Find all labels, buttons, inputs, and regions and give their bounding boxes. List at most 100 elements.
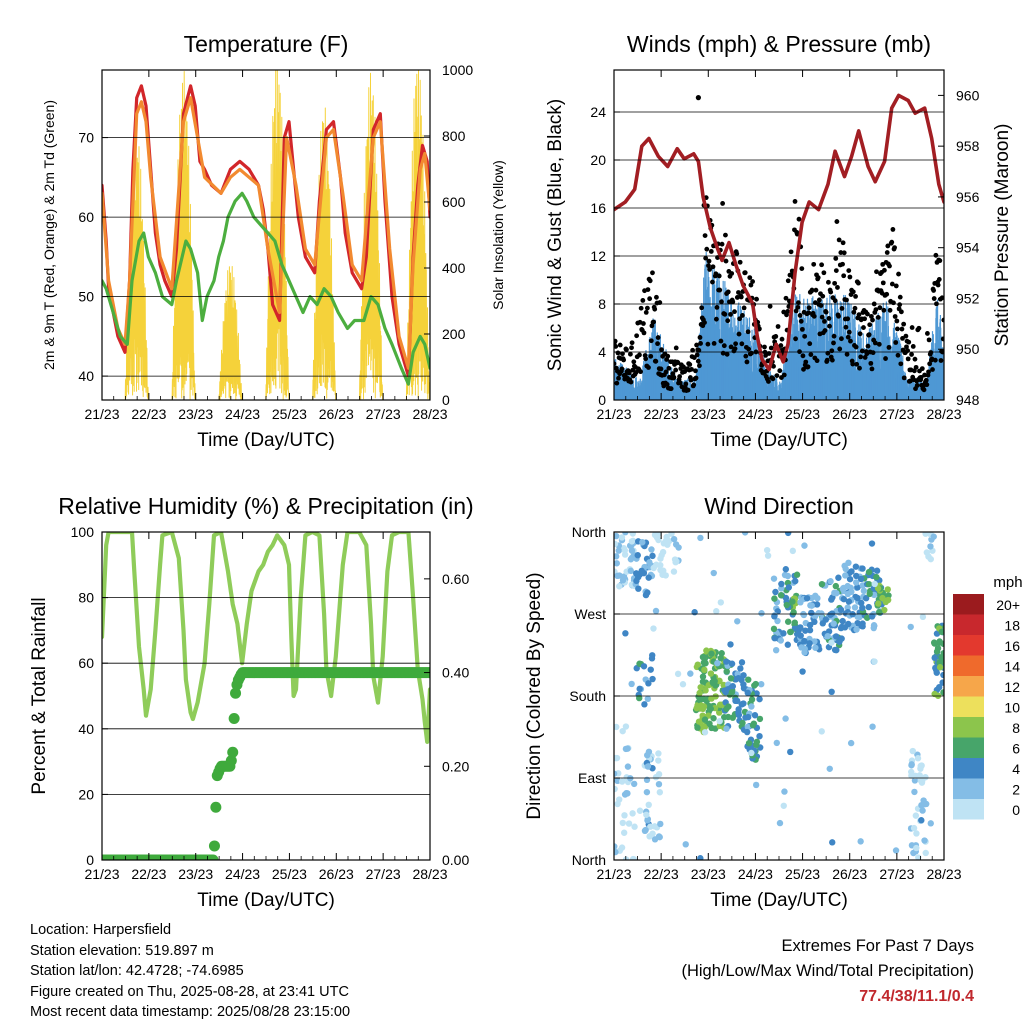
gust-point xyxy=(928,350,934,355)
gust-point xyxy=(926,337,932,343)
gust-point xyxy=(813,287,819,293)
legend-swatch xyxy=(953,594,984,615)
gust-point xyxy=(853,344,859,350)
direction-point xyxy=(831,589,838,597)
gust-point xyxy=(693,368,698,374)
direction-point xyxy=(908,762,915,769)
direction-point xyxy=(871,658,878,665)
gust-point xyxy=(629,345,634,351)
direction-point xyxy=(693,704,700,712)
gust-point xyxy=(637,352,642,358)
direction-point xyxy=(785,584,793,591)
gust-point xyxy=(703,255,709,261)
direction-point xyxy=(668,532,675,537)
gust-point xyxy=(728,344,734,350)
direction-point xyxy=(812,644,819,651)
plot-frame xyxy=(101,69,431,401)
x-tick-label: 22/23 xyxy=(644,406,679,422)
gust-point xyxy=(819,262,825,268)
direction-point xyxy=(930,533,937,540)
direction-point xyxy=(777,592,785,599)
y-tick-label: 20 xyxy=(78,786,94,802)
y-tick-label: 20 xyxy=(590,152,606,168)
direction-point xyxy=(621,812,628,819)
series-pressure xyxy=(614,93,944,372)
direction-point xyxy=(616,583,623,590)
gust-point xyxy=(713,271,719,277)
gust-point xyxy=(896,271,901,277)
gust-point xyxy=(653,358,659,364)
direction-point xyxy=(720,681,727,689)
gust-point xyxy=(747,275,753,281)
gust-point xyxy=(643,356,649,362)
x-tick-label: 26/23 xyxy=(319,406,354,422)
legend-label: 0 xyxy=(1012,802,1020,818)
gust-point xyxy=(646,365,651,370)
gust-point xyxy=(885,243,891,249)
direction-point xyxy=(870,624,877,632)
direction-point xyxy=(831,646,839,654)
direction-point xyxy=(748,696,756,703)
gust-point xyxy=(806,310,812,316)
gust-point xyxy=(725,289,731,295)
direction-point xyxy=(717,655,724,662)
direction-point xyxy=(845,620,852,628)
direction-point xyxy=(695,718,703,725)
gust-point xyxy=(887,263,892,269)
x-tick-label: 28/23 xyxy=(926,406,961,422)
direction-point xyxy=(643,788,651,796)
y-tick-label: 60 xyxy=(78,209,94,225)
direction-point xyxy=(771,635,778,642)
direction-point xyxy=(744,689,751,697)
x-tick-label: 25/23 xyxy=(785,866,820,882)
y2-tick-label: 954 xyxy=(956,240,980,256)
gust-point xyxy=(710,279,715,285)
direction-point xyxy=(758,610,765,617)
direction-point xyxy=(744,713,752,721)
direction-point xyxy=(802,627,809,634)
gust-point xyxy=(936,277,942,282)
x-tick-label: 24/23 xyxy=(225,866,260,882)
gust-point xyxy=(694,342,699,348)
direction-point xyxy=(744,723,752,731)
gust-point xyxy=(673,345,679,351)
x-tick-label: 23/23 xyxy=(178,406,213,422)
direction-point xyxy=(701,729,709,736)
gust-point xyxy=(809,287,815,293)
direction-point xyxy=(701,666,708,674)
series-precip xyxy=(102,667,430,860)
gust-point xyxy=(689,366,694,372)
gust-point xyxy=(846,268,852,273)
direction-point xyxy=(938,628,944,636)
direction-point xyxy=(614,770,618,777)
direction-point xyxy=(787,628,794,636)
latest-timestamp: Most recent data timestamp: 2025/08/28 2… xyxy=(30,1004,351,1020)
direction-point xyxy=(772,646,780,654)
direction-point xyxy=(624,745,631,752)
gust-point xyxy=(821,270,827,276)
gust-point xyxy=(664,382,670,387)
direction-point xyxy=(919,807,926,814)
x-tick-label: 27/23 xyxy=(366,406,401,422)
extremes-panel: Extremes For Past 7 Days (High/Low/Max W… xyxy=(681,934,974,1009)
gust-point xyxy=(826,279,831,285)
gust-point xyxy=(699,305,705,311)
gust-point xyxy=(875,314,881,320)
direction-point xyxy=(700,659,708,666)
direction-point xyxy=(830,620,837,627)
gust-point xyxy=(668,386,674,392)
gust-point xyxy=(734,251,740,257)
direction-point xyxy=(818,728,825,735)
direction-point xyxy=(858,599,865,607)
gust-point xyxy=(655,341,660,347)
direction-point xyxy=(859,604,866,612)
gust-point xyxy=(840,261,845,267)
direction-point xyxy=(745,676,752,683)
legend-title: mph xyxy=(993,574,1022,591)
direction-point xyxy=(620,829,628,836)
x-tick-label: 28/23 xyxy=(412,406,447,422)
gust-point xyxy=(738,294,744,300)
y2-axis-label: Solar Insolation (Yellow) xyxy=(490,160,506,310)
gust-point xyxy=(681,364,686,370)
